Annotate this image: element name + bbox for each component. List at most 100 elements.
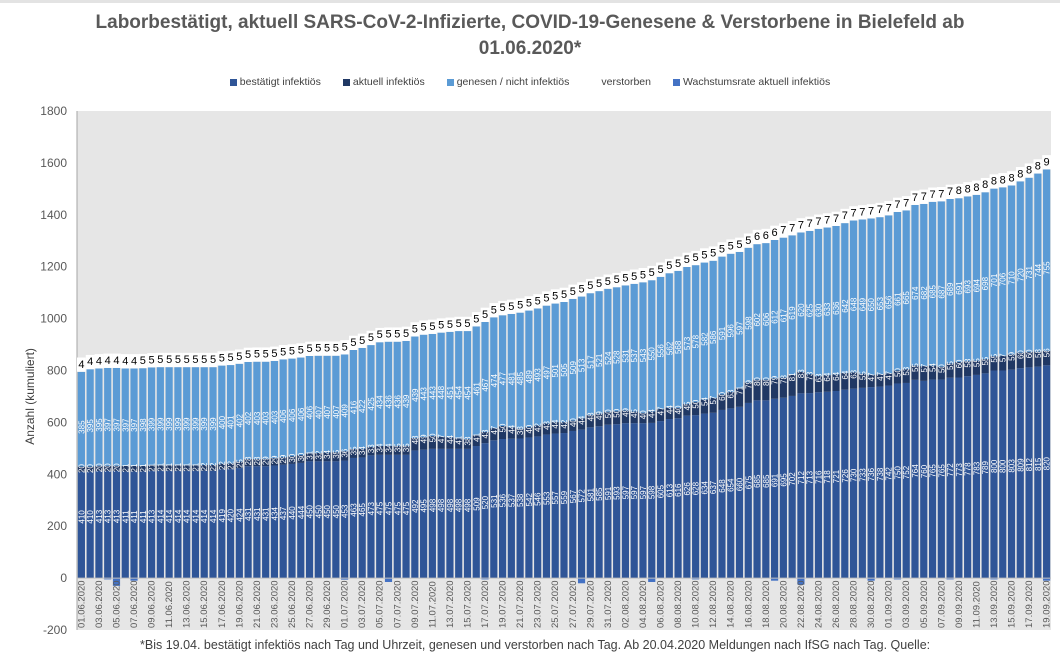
value-label-aktuell: 58 [1034, 349, 1043, 358]
value-label-genesen: 706 [999, 272, 1008, 286]
bar-group: 475 35 436 5 [392, 327, 402, 579]
bar-bestaetigt [323, 461, 331, 579]
bar-group: 498 38 454 5 [463, 316, 472, 579]
bar-wachstumsrate [771, 578, 779, 581]
value-label-aktuell: 55 [972, 358, 981, 367]
value-label-verstorben: 8 [965, 183, 971, 195]
x-tick-label: 15.09.2020 [1007, 580, 1018, 628]
bar-bestaetigt [920, 380, 928, 579]
bar-group: 809 60 720 8 [1015, 167, 1025, 579]
bar-verstorben [787, 221, 797, 236]
bar-genesen [314, 355, 322, 454]
bar-wachstumsrate [648, 578, 656, 582]
value-label-verstorben: 8 [956, 185, 962, 197]
bar-genesen [648, 280, 656, 412]
value-label-bestaetigt: 414 [191, 509, 200, 523]
bar-aktuell [937, 366, 945, 380]
x-tick-label: 27.06.2020 [305, 580, 316, 628]
value-label-aktuell: 45 [630, 409, 639, 418]
bar-genesen [305, 355, 314, 454]
value-label-genesen: 489 [525, 370, 534, 384]
value-label-verstorben: 5 [649, 267, 655, 279]
value-label-bestaetigt: 593 [613, 486, 622, 500]
value-label-verstorben: 7 [842, 210, 848, 222]
bar-group: 411 21 397 4 [129, 354, 139, 581]
bar-genesen [814, 228, 823, 376]
bar-genesen [481, 321, 489, 433]
bar-group: 414 21 399 5 [173, 352, 183, 579]
bar-bestaetigt [376, 454, 384, 579]
bar-bestaetigt [139, 471, 147, 579]
value-label-aktuell: 47 [876, 371, 885, 380]
value-label-verstorben: 7 [789, 222, 795, 234]
value-label-aktuell: 49 [420, 434, 429, 443]
value-label-genesen: 397 [130, 418, 139, 432]
value-label-verstorben: 5 [614, 274, 620, 286]
value-label-bestaetigt: 495 [420, 499, 429, 513]
bar-bestaetigt [183, 470, 191, 579]
bar-aktuell [542, 423, 551, 435]
value-label-genesen: 701 [990, 273, 999, 287]
bar-aktuell [226, 463, 235, 470]
x-tick-label: 13.06.2020 [182, 580, 193, 628]
value-label-bestaetigt: 803 [1008, 459, 1017, 473]
value-label-aktuell: 55 [911, 363, 920, 372]
bar-bestaetigt [674, 418, 682, 579]
bar-wachstumsrate [867, 578, 875, 581]
bar-group: 475 34 434 5 [375, 327, 385, 579]
value-label-verstorben: 5 [394, 329, 400, 341]
bar-group: 419 22 400 5 [217, 351, 227, 579]
bar-wachstumsrate [112, 578, 121, 586]
bar-group: 800 57 706 8 [998, 173, 1008, 579]
bar-group: 414 21 399 5 [191, 352, 200, 579]
bar-bestaetigt [174, 470, 182, 579]
value-label-verstorben: 7 [877, 204, 883, 216]
bar-bestaetigt [498, 439, 507, 579]
value-label-verstorben: 4 [131, 355, 137, 367]
value-label-aktuell: 21 [121, 463, 130, 472]
bar-bestaetigt [297, 462, 305, 579]
bar-bestaetigt [577, 429, 586, 579]
value-label-bestaetigt: 440 [288, 506, 297, 520]
value-label-genesen: 691 [955, 281, 964, 295]
value-label-aktuell: 40 [525, 424, 534, 433]
bar-genesen [788, 235, 796, 375]
bar-verstorben [305, 341, 314, 356]
bar-bestaetigt [235, 468, 243, 579]
bar-verstorben [1024, 163, 1034, 178]
legend-item-wachstumsrate: Wachstumsrate aktuell infektiös [672, 76, 830, 88]
value-label-genesen: 537 [630, 348, 639, 362]
bar-group: 536 50 477 5 [498, 300, 508, 579]
bar-bestaetigt [314, 461, 322, 579]
value-label-aktuell: 21 [156, 462, 165, 471]
value-label-bestaetigt: 598 [648, 485, 657, 499]
bar-aktuell [411, 437, 419, 451]
bar-group: 695 78 617 7 [778, 223, 788, 579]
value-label-bestaetigt: 475 [393, 501, 402, 515]
bar-bestaetigt [279, 464, 287, 579]
value-label-bestaetigt: 778 [964, 462, 973, 476]
value-label-genesen: 501 [551, 364, 560, 378]
bar-genesen [753, 244, 761, 380]
bar-group: 772 55 689 7 [945, 184, 955, 580]
legend-label: genesen / nicht infektiös [456, 76, 570, 88]
bar-bestaetigt [226, 469, 235, 579]
value-label-verstorben: 5 [535, 295, 541, 307]
bar-aktuell [341, 451, 349, 461]
value-label-aktuell: 20 [104, 463, 113, 472]
bar-aktuell [165, 465, 173, 471]
x-tick-label: 06.08.2020 [656, 580, 667, 628]
bar-genesen [270, 360, 279, 458]
value-label-genesen: 407 [332, 405, 341, 419]
bar-bestaetigt [586, 427, 594, 579]
bar-genesen [621, 285, 630, 411]
value-label-verstorben: 5 [359, 335, 365, 347]
bar-verstorben [489, 303, 499, 318]
bar-genesen [235, 363, 243, 462]
bar-aktuell [490, 428, 498, 441]
bar-aktuell [130, 465, 138, 472]
value-label-genesen: 568 [674, 340, 683, 354]
bar-verstorben [506, 299, 516, 314]
bar-aktuell [762, 379, 770, 401]
bar-aktuell [586, 414, 594, 428]
